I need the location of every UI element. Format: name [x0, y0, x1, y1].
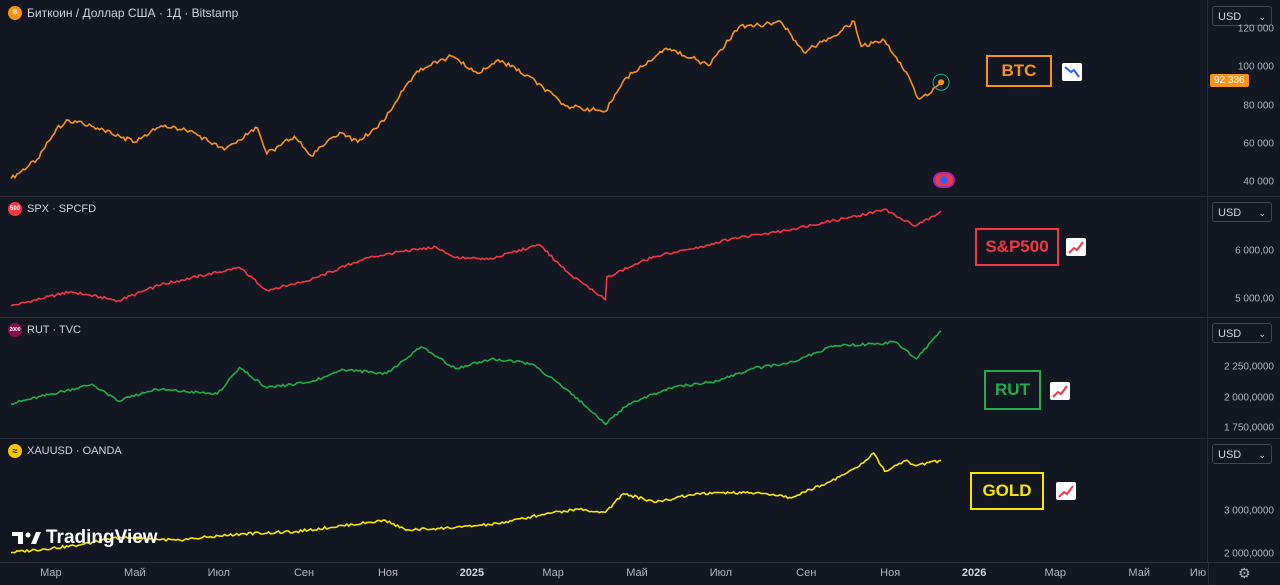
- gold-legend[interactable]: ≈ XAUUSD · OANDA: [8, 444, 122, 458]
- gold-price-axis[interactable]: USD ⌄ 2 000,0000 3 000,0000: [1207, 438, 1280, 562]
- y-tick-label: 2 000,0000: [1223, 392, 1274, 404]
- y-tick-label: 1 750,0000: [1223, 422, 1274, 434]
- y-tick-label: 60 000: [1243, 138, 1274, 150]
- y-tick-label: 5 000,00: [1235, 293, 1274, 305]
- x-tick-label: Сен: [796, 567, 817, 579]
- rut-pane: USD ⌄ 1 750,0000 2 000,0000 2 250,0000 2000…: [0, 317, 1280, 439]
- spx-plot[interactable]: [0, 196, 1208, 317]
- y-tick-label: 40 000: [1243, 176, 1274, 188]
- axis-corner: [1208, 562, 1280, 585]
- spx-pane: USD ⌄ 5 000,00 6 000,00 500 SPX · SPCFD S&…: [0, 196, 1280, 318]
- x-tick-label: Май: [124, 567, 146, 579]
- x-tick-label: Ию: [1189, 567, 1207, 579]
- gold-series-line: [11, 452, 942, 554]
- x-tick-label: Сен: [293, 567, 315, 579]
- gold-icon: ≈: [8, 444, 22, 458]
- x-tick-label: 2025: [459, 567, 485, 579]
- currency-selector[interactable]: USD ⌄: [1212, 444, 1272, 464]
- x-tick-label: Июл: [207, 567, 230, 579]
- btc-price-axis[interactable]: USD ⌄ 92 336 40 000 60 000 80 000 100 000 120…: [1207, 0, 1280, 196]
- spx-legend-title: SPX · SPCFD: [27, 203, 97, 215]
- currency-selector[interactable]: USD ⌄: [1212, 202, 1272, 222]
- spx-icon: 500: [8, 202, 22, 216]
- tradingview-logo: TradingView: [12, 527, 158, 549]
- last-price-dot: [938, 79, 945, 86]
- rut-price-axis[interactable]: USD ⌄ 1 750,0000 2 000,0000 2 250,0000: [1207, 317, 1280, 438]
- spx-price-axis[interactable]: USD ⌄ 5 000,00 6 000,00: [1207, 196, 1280, 317]
- last-price-tag: 92 336: [1210, 74, 1249, 88]
- x-tick-label: Мар: [1044, 567, 1067, 579]
- spx-annotation-label: S&P500: [975, 228, 1059, 266]
- chevron-down-icon: ⌄: [1258, 12, 1266, 22]
- x-tick-label: Май: [1128, 567, 1150, 579]
- currency-label: USD: [1218, 328, 1242, 340]
- x-tick-label: Июл: [709, 567, 733, 579]
- brand-text: TradingView: [46, 527, 158, 548]
- y-tick-label: 80 000: [1243, 100, 1274, 112]
- x-tick-label: Ноя: [377, 567, 398, 579]
- x-tick-label: Мар: [40, 567, 62, 579]
- chevron-down-icon: ⌄: [1258, 208, 1266, 218]
- x-tick-label: 2026: [961, 567, 987, 579]
- chevron-down-icon: ⌄: [1258, 329, 1266, 339]
- btc-series-line: [10, 19, 942, 180]
- y-tick-label: 2 000,0000: [1223, 548, 1274, 560]
- chevron-down-icon: ⌄: [1258, 450, 1266, 460]
- bitcoin-icon: B: [8, 6, 22, 20]
- currency-label: USD: [1218, 449, 1242, 461]
- tradingview-logo-icon: [12, 532, 41, 544]
- x-tick-label: Мар: [542, 567, 564, 579]
- x-tick-label: Май: [626, 567, 648, 579]
- btc-legend-title: Биткоин / Доллар США · 1Д · Bitstamp: [27, 6, 239, 20]
- y-tick-label: 100 000: [1237, 61, 1274, 73]
- trend-down-icon: [1062, 63, 1082, 81]
- currency-label: USD: [1218, 11, 1242, 23]
- gold-legend-title: XAUUSD · OANDA: [27, 445, 122, 457]
- y-tick-label: 6 000,00: [1235, 245, 1274, 257]
- btc-plot[interactable]: [0, 0, 1208, 196]
- gold-annotation-label: GOLD: [970, 472, 1044, 510]
- gold-pane: USD ⌄ 2 000,0000 3 000,0000 ≈ XAUUSD · OAN…: [0, 438, 1280, 563]
- rut-series-line: [10, 330, 942, 426]
- btc-pane: USD ⌄ 92 336 40 000 60 000 80 000 100 000 120…: [0, 0, 1280, 197]
- btc-annotation-label: BTC: [986, 55, 1052, 87]
- rut-icon: 2000: [8, 323, 22, 337]
- y-tick-label: 2 250,0000: [1223, 361, 1274, 373]
- currency-selector[interactable]: USD ⌄: [1212, 323, 1272, 343]
- rut-plot[interactable]: [0, 317, 1208, 438]
- last-price-pulse: [932, 73, 950, 91]
- trend-up-icon: [1066, 238, 1086, 256]
- sp500-series-line: [10, 208, 942, 307]
- rut-legend[interactable]: 2000 RUT · TVC: [8, 323, 81, 337]
- event-flag-icon[interactable]: [933, 172, 955, 188]
- trend-up-icon: [1050, 382, 1070, 400]
- gear-icon[interactable]: ⚙: [1238, 565, 1251, 581]
- btc-legend[interactable]: B Биткоин / Доллар США · 1Д · Bitstamp: [8, 6, 238, 20]
- currency-selector[interactable]: USD ⌄: [1212, 6, 1272, 26]
- currency-label: USD: [1218, 207, 1242, 219]
- y-tick-label: 3 000,0000: [1223, 505, 1274, 517]
- time-axis[interactable]: Мар Май Июл Сен Ноя 2025 Мар Май Июл Сен Ноя 2026 Ма…: [0, 562, 1208, 585]
- gold-plot[interactable]: [0, 438, 1208, 562]
- trend-up-icon: [1056, 482, 1076, 500]
- x-tick-label: Ноя: [880, 567, 901, 579]
- rut-annotation-label: RUT: [984, 370, 1041, 410]
- y-tick-label: 120 000: [1237, 23, 1274, 35]
- rut-legend-title: RUT · TVC: [27, 324, 81, 336]
- spx-legend[interactable]: 500 SPX · SPCFD: [8, 202, 96, 216]
